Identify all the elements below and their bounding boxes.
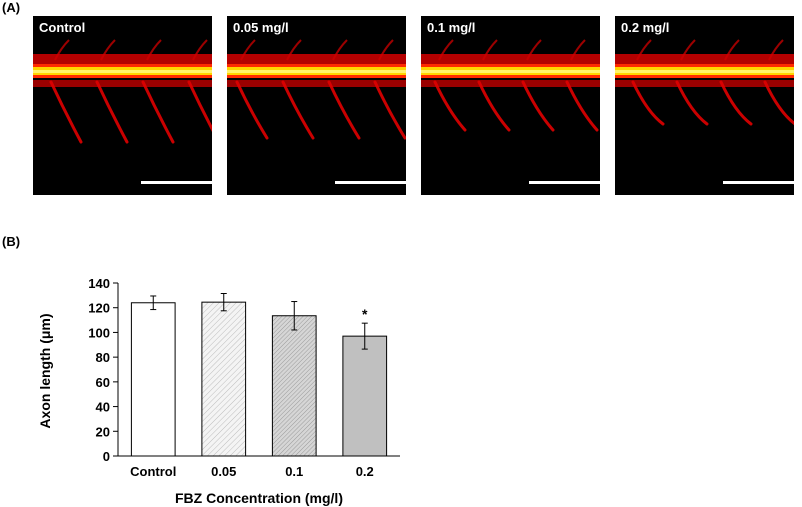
micrograph-0-2: 0.2 mg/l [615,16,794,195]
bar-chart: 0 20 40 60 80 100 120 140 * Control 0.05 0.1 0.2 F… [37,276,400,506]
panel-b-label: (B) [2,234,21,249]
y-tick-label: 80 [96,350,110,365]
y-axis-title: Axon length (μm) [37,313,53,428]
error-bar [291,301,298,331]
x-tick-label: 0.1 [285,464,303,479]
y-tick-label: 100 [88,325,110,340]
micrograph-control: Control [33,16,212,195]
micrograph-image [227,39,406,184]
x-axis-title: FBZ Concentration (mg/l) [175,490,343,506]
micrograph-label: 0.1 mg/l [427,20,476,35]
micrograph-0-05: 0.05 mg/l [227,16,406,195]
micrograph-image [615,39,794,184]
micrograph-label: 0.05 mg/l [233,20,289,35]
x-tick-label: 0.05 [211,464,236,479]
y-tick-label: 140 [88,276,110,291]
micrograph-label: Control [39,20,86,35]
error-bar [150,295,157,311]
significance-marker: * [362,306,368,322]
bar [201,301,247,457]
y-tick-label: 0 [103,449,110,464]
bars: * [130,293,388,457]
error-bar [361,322,368,350]
bar [271,315,317,457]
x-tick-label: Control [130,464,176,479]
micrograph-label: 0.2 mg/l [621,20,670,35]
y-tick-label: 120 [88,301,110,316]
x-axis: Control 0.05 0.1 0.2 [118,455,400,479]
x-tick-label: 0.2 [356,464,374,479]
bar [130,302,176,457]
bar [342,335,388,457]
y-tick-label: 20 [96,424,110,439]
micrograph-image [421,39,600,184]
y-axis: 0 20 40 60 80 100 120 140 [88,276,119,464]
panel-a-label: (A) [2,0,21,15]
y-tick-label: 60 [96,375,110,390]
error-bar [220,293,227,312]
y-tick-label: 40 [96,400,110,415]
micrograph-image [33,39,212,184]
micrograph-0-1: 0.1 mg/l [421,16,600,195]
